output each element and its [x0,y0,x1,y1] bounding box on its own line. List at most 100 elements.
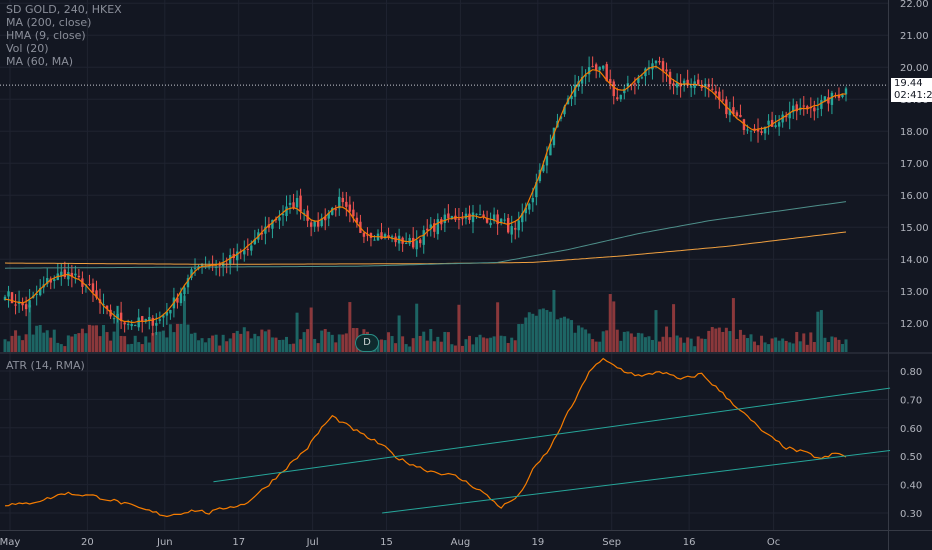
volume-bar [112,331,116,352]
candle-body [823,96,827,102]
volume-bar [91,325,95,352]
candle-body [331,207,334,215]
price-tick-label: 12.00 [900,319,929,330]
candle-body [21,302,24,306]
volume-bar [791,343,795,352]
volume-bar [636,332,640,352]
volume-bar [506,343,510,352]
volume-bar [295,312,299,352]
volume-bar [742,334,746,352]
candle-body [137,317,140,328]
candle-body [419,239,422,244]
candle-body [704,83,707,88]
candle-body [162,315,165,318]
candle-body [503,219,506,221]
candle-body [447,213,450,219]
candle-body [236,251,239,261]
legend-vol[interactable]: Vol (20) [6,42,49,55]
volume-bar [87,324,91,352]
volume-bar [14,330,18,352]
volume-bar [306,329,310,352]
volume-bar [7,341,11,352]
candle-body [485,218,489,223]
volume-bar [147,342,151,352]
dividend-marker[interactable]: D [355,334,379,352]
volume-bar [524,317,528,352]
volume-bar [643,337,647,352]
volume-bar [214,334,218,352]
volume-bar [42,332,46,352]
candle-body [461,218,464,220]
volume-bar [161,330,165,352]
volume-bar [80,328,84,352]
price-tick-label: 22.00 [900,0,929,10]
volume-bar [538,309,542,352]
candle-body [714,91,718,94]
price-tick-label: 18.00 [900,127,929,138]
candle-body [545,156,549,166]
candle-body [158,319,162,321]
volume-bar [467,335,471,352]
volume-bar [594,341,598,352]
volume-bar [612,301,616,352]
volume-bar [710,327,714,352]
volume-bar [116,305,120,352]
volume-bar [98,336,102,352]
candle-body [816,108,820,110]
atr-legend[interactable]: ATR (14, RMA) [6,359,85,372]
candle-body [654,60,658,64]
candle-body [102,304,105,306]
legend-ma60[interactable]: MA (60, MA) [6,55,74,68]
candle-body [577,81,580,87]
candle-body [619,94,622,100]
candle-body [598,66,601,71]
candle-body [144,319,147,322]
volume-bar [267,329,271,352]
candle-body [67,272,70,280]
legend-ma200[interactable]: MA (200, close) [6,16,92,29]
candle-body [531,198,535,203]
volume-bar [186,324,190,352]
volume-bar [517,324,521,352]
candle-body [475,213,478,215]
candle-body [616,97,619,100]
candle-body [411,237,415,248]
volume-bar [696,336,700,352]
volume-bar [753,341,757,352]
time-tick-label: Sep [602,537,621,548]
candle-body [735,112,739,116]
candle-body [369,233,373,238]
candle-body [774,125,777,127]
candle-body [165,311,169,316]
time-tick-label: May [0,537,20,548]
candle-body [542,164,545,172]
volume-bar [703,338,707,352]
candle-body [658,61,661,63]
candle-body [49,278,52,283]
volume-bar [499,335,503,352]
symbol-title[interactable]: SD GOLD, 240, HKEX [6,3,122,16]
volume-bar [844,339,848,352]
candle-body [316,221,320,227]
candle-body [457,218,461,220]
candle-body [788,112,791,119]
candle-body [63,269,67,277]
volume-bar [830,336,834,352]
volume-bar [717,327,721,352]
legend-hma[interactable]: HMA (9, close) [6,29,86,42]
volume-bar [460,345,464,352]
candle-body [348,204,352,212]
candle-body [422,230,425,245]
candle-body [278,217,281,221]
candle-body [176,297,179,303]
candle-body [373,239,376,241]
volume-bar [436,336,440,352]
volume-bar [73,334,77,352]
volume-bar [745,338,749,352]
candle-body [841,94,844,98]
volume-bar [263,331,267,352]
candle-body [60,271,63,276]
volume-bar [615,329,619,352]
candle-body [464,213,468,219]
